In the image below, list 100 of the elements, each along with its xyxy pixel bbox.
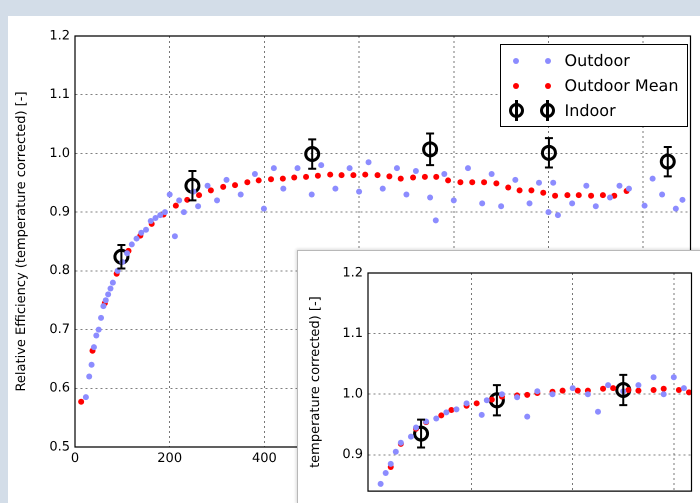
point xyxy=(516,187,523,194)
point xyxy=(676,386,682,393)
point xyxy=(635,388,642,394)
point xyxy=(478,412,485,418)
point xyxy=(410,174,416,180)
point xyxy=(610,385,616,392)
point xyxy=(438,412,444,418)
point xyxy=(362,172,368,178)
point xyxy=(113,248,130,265)
point xyxy=(574,388,581,394)
point xyxy=(484,397,490,404)
point xyxy=(386,173,392,180)
point xyxy=(382,470,389,476)
legend-label: Outdoor Mean xyxy=(564,75,678,97)
point xyxy=(680,385,687,392)
point xyxy=(635,382,642,388)
point xyxy=(594,408,601,415)
point xyxy=(570,385,576,392)
point xyxy=(350,172,356,178)
point xyxy=(650,374,657,380)
point xyxy=(184,178,200,194)
point xyxy=(488,396,495,403)
point xyxy=(408,434,414,440)
point xyxy=(392,448,399,455)
point xyxy=(600,192,606,198)
point xyxy=(244,179,250,186)
point xyxy=(584,391,591,398)
legend-label: Outdoor xyxy=(564,50,630,72)
point xyxy=(448,406,454,413)
point xyxy=(588,192,594,199)
point xyxy=(374,172,381,178)
y-tick-label: 0.8 xyxy=(49,263,70,278)
point xyxy=(560,388,566,394)
point xyxy=(388,460,394,467)
y-tick-label: 1.1 xyxy=(49,87,70,102)
y-tick-label: 1.2 xyxy=(49,28,70,44)
point xyxy=(378,480,384,487)
point xyxy=(398,176,404,182)
point xyxy=(660,386,667,392)
point xyxy=(256,177,262,184)
point xyxy=(552,192,558,199)
y-tick-label: 0.7 xyxy=(49,322,70,337)
point xyxy=(232,182,238,188)
y-tick-label: 1.0 xyxy=(49,146,70,161)
point xyxy=(488,392,505,408)
point xyxy=(605,382,612,388)
y-tick-label: 0.6 xyxy=(49,380,70,396)
point xyxy=(433,415,440,422)
point xyxy=(327,172,334,178)
point xyxy=(660,391,667,398)
y-tick-label: 0.5 xyxy=(49,439,70,454)
point xyxy=(453,406,460,412)
x-tick-label: 400 xyxy=(252,451,277,466)
point xyxy=(670,374,677,380)
point xyxy=(540,190,546,196)
point xyxy=(625,386,632,393)
y-tick-label: 1.1 xyxy=(342,326,363,341)
point xyxy=(208,187,214,194)
y-tick-label: 1.2 xyxy=(342,265,363,280)
point xyxy=(445,177,452,184)
y-axis-title: temperature corrected) [-] xyxy=(308,296,324,468)
point xyxy=(443,409,450,416)
point xyxy=(433,174,440,180)
point xyxy=(314,172,321,179)
point xyxy=(505,184,512,190)
point xyxy=(338,172,345,178)
legend-label: Indoor xyxy=(564,100,616,122)
y-tick-label: 0.9 xyxy=(49,204,70,220)
point xyxy=(524,414,530,420)
point xyxy=(413,426,430,442)
point xyxy=(474,400,480,406)
point xyxy=(540,144,557,161)
point xyxy=(528,187,534,194)
point xyxy=(660,154,676,170)
point xyxy=(291,174,298,180)
point xyxy=(457,179,464,186)
point xyxy=(196,192,202,198)
point xyxy=(220,184,226,190)
point xyxy=(280,176,286,182)
y-tick-label: 0.9 xyxy=(342,447,363,462)
point xyxy=(469,179,476,186)
x-tick-label: 0 xyxy=(70,451,80,466)
point xyxy=(422,174,428,180)
point xyxy=(549,391,556,398)
y-axis-title: Relative Efficiency (temperature corrected) [-] xyxy=(14,91,30,392)
point xyxy=(493,180,500,186)
point xyxy=(268,176,274,182)
point xyxy=(524,392,530,398)
point xyxy=(481,179,488,186)
x-tick-label: 200 xyxy=(157,451,182,466)
point xyxy=(464,400,470,406)
y-tick-label: 1.0 xyxy=(342,386,363,402)
point xyxy=(615,382,632,398)
point xyxy=(304,146,320,162)
point xyxy=(303,174,310,180)
point xyxy=(650,386,657,393)
point xyxy=(564,192,570,198)
point xyxy=(422,141,438,158)
point xyxy=(576,192,582,198)
point xyxy=(498,391,505,398)
